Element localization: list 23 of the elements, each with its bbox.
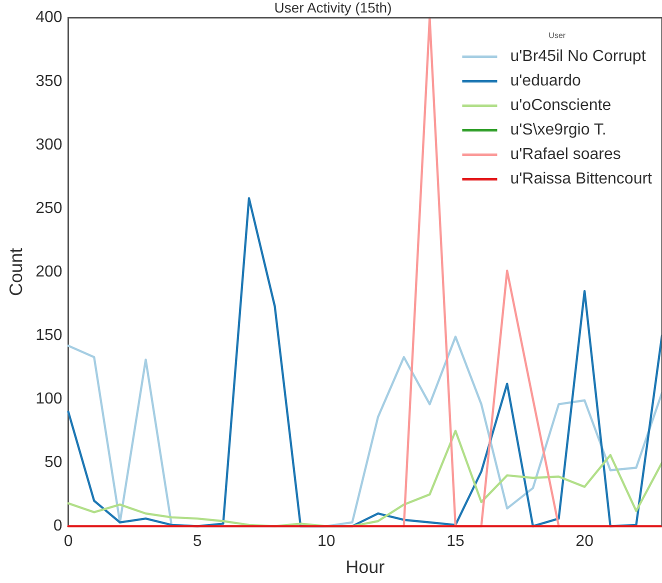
y-tick-label: 300 <box>36 136 62 154</box>
x-axis-title: Hour <box>346 557 385 578</box>
x-tick-label: 15 <box>446 533 464 550</box>
x-tick-label: 20 <box>576 533 594 550</box>
x-tick-label: 5 <box>192 533 202 550</box>
legend-label: u'S\xe9rgio T. <box>510 122 606 139</box>
legend-label: u'eduardo <box>510 72 581 90</box>
legend-label: u'Raissa Bittencourt <box>510 170 653 188</box>
legend-label: u'Rafael soares <box>510 146 621 164</box>
legend-title: User <box>548 31 566 40</box>
y-tick-label: 150 <box>36 326 62 344</box>
y-tick-label: 400 <box>36 9 62 26</box>
legend-label: u'oConsciente <box>510 97 612 114</box>
y-tick-label: 100 <box>36 390 62 408</box>
y-tick-label: 350 <box>36 72 62 90</box>
y-tick-label: 200 <box>36 263 62 280</box>
y-tick-label: 250 <box>36 200 62 217</box>
y-axis-title: Count <box>6 248 26 296</box>
x-tick-label: 10 <box>318 533 336 550</box>
y-tick-label: 50 <box>44 454 62 472</box>
chart-title: User Activity (15th) <box>274 0 392 16</box>
y-tick-label: 0 <box>53 518 62 535</box>
legend-label: u'Br45il No Corrupt <box>510 48 646 66</box>
